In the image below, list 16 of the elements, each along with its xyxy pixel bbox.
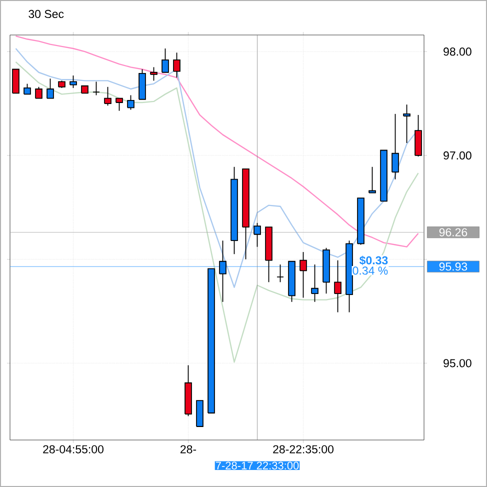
- ref-line-label: 95.93: [439, 262, 468, 271]
- candlestick: [334, 260, 342, 313]
- candlestick: [219, 240, 226, 302]
- annotation: $0.33: [360, 256, 388, 266]
- x-tick-label: 7-28-17 22:33:00: [216, 462, 299, 470]
- y-tick-label: 97.00: [444, 151, 472, 160]
- y-tick-label: 98.00: [444, 48, 472, 56]
- y-tick-label: 95.00: [444, 359, 472, 368]
- chart-title: 30 Sec: [28, 10, 64, 18]
- x-tick-label: 28-: [180, 445, 196, 454]
- candlestick: [230, 166, 238, 255]
- x-tick-label: 28-04:55:00: [43, 445, 104, 454]
- annotation: 0.34 %: [352, 266, 388, 275]
- ref-line-label: 96.26: [439, 228, 468, 236]
- x-tick-label: 28-22:35:00: [273, 445, 334, 454]
- candlestick: [403, 104, 410, 144]
